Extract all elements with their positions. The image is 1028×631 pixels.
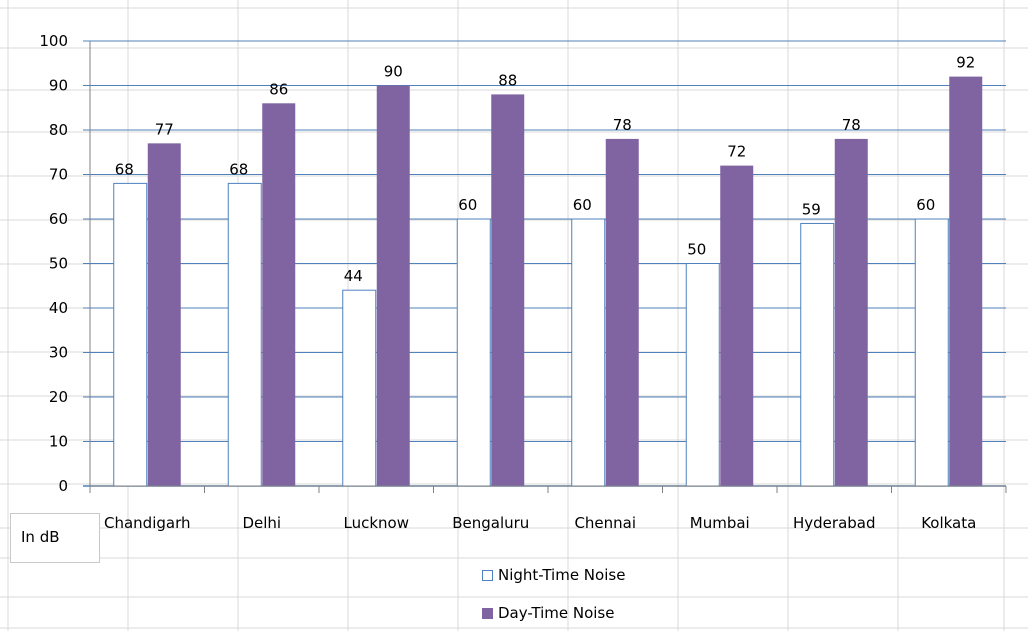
x-tick-label: Chandigarh [104, 514, 191, 532]
bar-night [342, 289, 377, 487]
data-label-day: 72 [727, 143, 746, 161]
x-tick-label: Hyderabad [793, 514, 876, 532]
bar-night [571, 218, 606, 487]
bar-day [720, 165, 754, 486]
bar-night [456, 218, 491, 487]
y-tick-label: 70 [49, 166, 68, 184]
night-series-bars [113, 182, 949, 487]
data-label-night: 50 [687, 241, 706, 259]
data-label-night: 60 [916, 196, 935, 214]
x-tick-labels: Chandigarh Delhi Lucknow Bengaluru Chennai Mu… [104, 514, 976, 532]
legend-item-night: Night-Time Noise [482, 566, 625, 584]
data-label-day: 88 [498, 71, 517, 89]
bar-day [605, 138, 639, 486]
bar-night [685, 263, 720, 487]
bar-day [147, 143, 181, 486]
x-tick-label: Lucknow [344, 514, 410, 532]
y-tick-label: 90 [49, 77, 68, 95]
x-tick-label: Delhi [242, 514, 281, 532]
legend-swatch-night [482, 569, 493, 581]
data-labels: 68 77 68 86 44 90 60 88 60 78 50 72 59 78 60 92 [115, 54, 976, 286]
data-label-night: 59 [802, 200, 821, 218]
y-tick-labels: 0 10 20 30 40 50 60 70 80 90 100 [39, 32, 68, 495]
legend-item-day: Day-Time Noise [482, 604, 614, 622]
y-tick-label: 60 [49, 210, 68, 228]
x-tick-label: Bengaluru [452, 514, 529, 532]
bar-day [491, 94, 525, 487]
bar-day [834, 138, 868, 486]
data-label-day: 77 [155, 120, 174, 138]
y-tick-label: 40 [49, 299, 68, 317]
legend-label-day: Day-Time Noise [498, 604, 615, 622]
y-tick-label: 0 [58, 477, 68, 495]
bar-night [227, 182, 262, 487]
data-label-night: 60 [458, 196, 477, 214]
y-tick-label: 50 [49, 255, 68, 273]
data-label-day: 78 [842, 116, 861, 134]
data-label-day: 90 [384, 63, 403, 81]
unit-label: In dB [10, 513, 100, 563]
y-tick-label: 30 [49, 344, 68, 362]
x-tick-label: Kolkata [921, 514, 976, 532]
bar-night [800, 222, 835, 487]
bar-day [376, 85, 410, 486]
data-label-night: 68 [115, 160, 134, 178]
x-tick-label: Mumbai [690, 514, 750, 532]
data-label-day: 78 [613, 116, 632, 134]
bar-day [262, 103, 296, 487]
data-label-night: 44 [344, 267, 363, 285]
data-label-night: 60 [573, 196, 592, 214]
x-tick-label: Chennai [574, 514, 636, 532]
bar-night [113, 182, 148, 487]
y-tick-label: 100 [39, 32, 68, 50]
bar-day [949, 76, 983, 486]
x-axis [89, 41, 1007, 493]
bar-night [914, 218, 949, 487]
data-label-day: 92 [956, 54, 975, 72]
day-series-bars [147, 76, 983, 487]
legend-label-night: Night-Time Noise [498, 566, 626, 584]
y-tick-label: 10 [49, 433, 68, 451]
data-label-night: 68 [229, 160, 248, 178]
y-tick-label: 80 [49, 121, 68, 139]
y-tick-label: 20 [49, 388, 68, 406]
data-label-day: 86 [269, 80, 288, 98]
legend-swatch-day [482, 607, 493, 619]
